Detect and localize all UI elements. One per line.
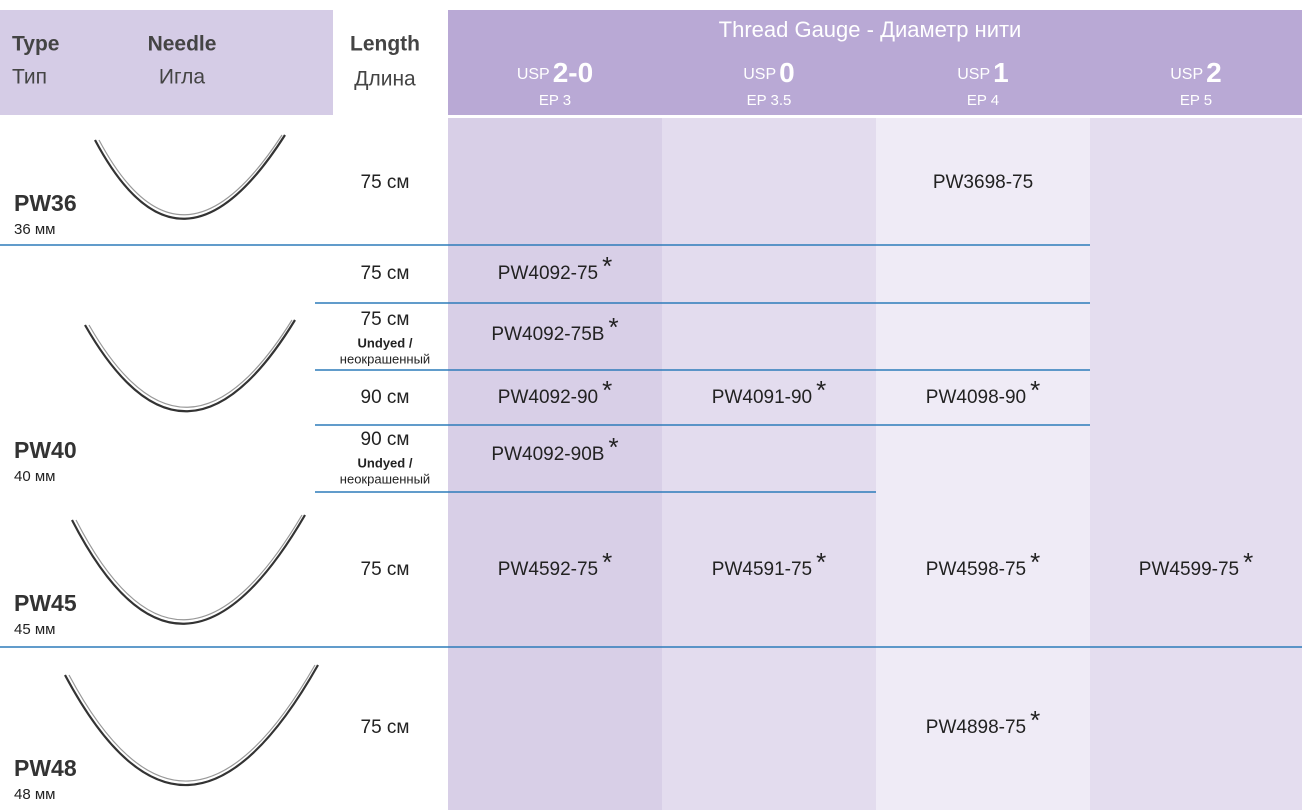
length: 90 см <box>361 429 410 450</box>
asterisk: * <box>608 432 618 462</box>
header-gauge-title: Thread Gauge - Диаметр нити <box>719 17 1022 42</box>
gauge-usp: USP 0 <box>743 57 794 88</box>
length: 75 см <box>361 559 410 580</box>
header-needle: Needle <box>148 33 217 56</box>
gauge-ep: EP 4 <box>967 92 999 109</box>
asterisk: * <box>1030 705 1040 735</box>
product-code: PW4598-75 * <box>926 547 1040 580</box>
gauge-usp: USP 2-0 <box>517 57 593 88</box>
product-code: PW4599-75 * <box>1139 547 1253 580</box>
code: PW4898-75 <box>926 717 1026 738</box>
header-type: Тип <box>12 66 47 89</box>
code: PW4092-75B <box>491 324 604 345</box>
asterisk: * <box>602 251 612 281</box>
asterisk: * <box>602 547 612 577</box>
length-note: неокрашенный <box>340 351 430 366</box>
length: 75 см <box>361 172 410 193</box>
needle-icon <box>71 514 306 625</box>
product-code: PW4092-75B * <box>491 312 618 345</box>
usp-prefix: USP <box>957 66 990 83</box>
product-code: PW4592-75 * <box>498 547 612 580</box>
usp-value: 0 <box>779 57 795 88</box>
code: PW4092-90B <box>491 444 604 465</box>
column-bg <box>448 118 662 810</box>
header-needle: Игла <box>159 66 206 89</box>
needle-size: 45 мм <box>14 621 55 638</box>
needle-type: PW36 <box>14 190 77 216</box>
needle-icon <box>75 514 303 621</box>
code: PW4092-90 <box>498 387 598 408</box>
product-code: PW4092-75 * <box>498 251 612 284</box>
product-code: PW4092-90B * <box>491 432 618 465</box>
needle-icon <box>64 664 319 787</box>
asterisk: * <box>1030 375 1040 405</box>
length: 90 см <box>361 387 410 408</box>
product-code: PW4591-75 * <box>712 547 826 580</box>
header-left-bg <box>0 10 333 115</box>
length: 75 см <box>361 309 410 330</box>
asterisk: * <box>816 375 826 405</box>
length-note: Undyed / <box>358 335 413 350</box>
needle-type: PW45 <box>14 590 77 616</box>
needle-icon <box>98 134 283 216</box>
code: PW4091-90 <box>712 387 812 408</box>
code: PW4598-75 <box>926 559 1026 580</box>
code: PW4591-75 <box>712 559 812 580</box>
header-type: Type <box>12 33 59 56</box>
usp-value: 2 <box>1206 57 1222 88</box>
code: PW4592-75 <box>498 559 598 580</box>
gauge-ep: EP 5 <box>1180 92 1212 109</box>
asterisk: * <box>608 312 618 342</box>
length-note: неокрашенный <box>340 471 430 486</box>
column-bg <box>876 118 1090 810</box>
code: PW3698-75 <box>933 172 1033 193</box>
product-code: PW4098-90 * <box>926 375 1040 408</box>
needle-size: 36 мм <box>14 221 55 238</box>
asterisk: * <box>1030 547 1040 577</box>
header-length: Длина <box>354 68 416 91</box>
gauge-usp: USP 1 <box>957 57 1008 88</box>
code: PW4599-75 <box>1139 559 1239 580</box>
needle-size: 48 мм <box>14 786 55 803</box>
usp-prefix: USP <box>743 66 776 83</box>
header-gauge-bg <box>448 10 1302 115</box>
asterisk: * <box>816 547 826 577</box>
needle-size: 40 мм <box>14 468 55 485</box>
code: PW4092-75 <box>498 263 598 284</box>
column-bg <box>662 118 876 810</box>
column-bg <box>1090 118 1302 810</box>
needle-type: PW40 <box>14 437 77 463</box>
gauge-ep: EP 3 <box>539 92 571 109</box>
needle-type: PW48 <box>14 755 77 781</box>
product-code: PW3698-75 <box>933 172 1033 193</box>
rules <box>0 244 1302 648</box>
needle-icon <box>68 664 316 782</box>
gauge-ep: EP 3.5 <box>747 92 792 109</box>
code: PW4098-90 <box>926 387 1026 408</box>
usp-prefix: USP <box>1170 66 1203 83</box>
usp-prefix: USP <box>517 66 550 83</box>
gauge-usp: USP 2 <box>1170 57 1221 88</box>
product-code: PW4092-90 * <box>498 375 612 408</box>
length-note: Undyed / <box>358 455 413 470</box>
needle-icon <box>88 319 293 408</box>
length: 75 см <box>361 717 410 738</box>
asterisk: * <box>1243 547 1253 577</box>
needle-icon <box>84 319 296 413</box>
length: 75 см <box>361 263 410 284</box>
asterisk: * <box>602 375 612 405</box>
product-code: PW4898-75 * <box>926 705 1040 738</box>
header-length: Length <box>350 33 420 56</box>
product-code: PW4091-90 * <box>712 375 826 408</box>
needle-icon <box>94 134 286 220</box>
usp-value: 1 <box>993 57 1009 88</box>
needle-drawings <box>64 134 319 787</box>
usp-value: 2-0 <box>553 57 593 88</box>
